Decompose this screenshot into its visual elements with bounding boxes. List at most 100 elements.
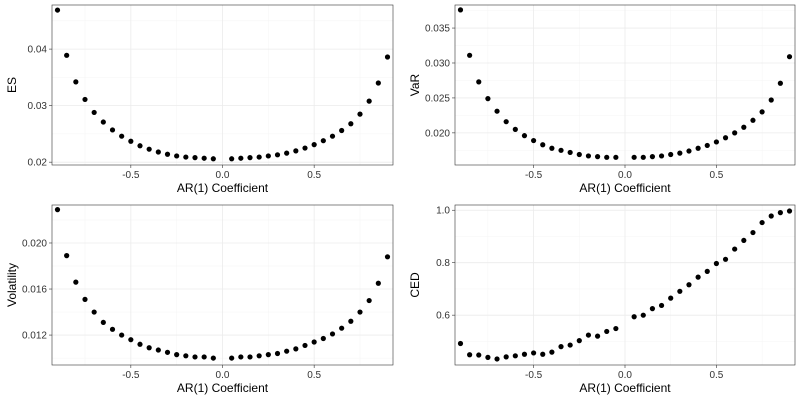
data-point xyxy=(594,333,601,339)
data-point xyxy=(183,154,189,160)
data-point xyxy=(82,296,88,302)
data-point xyxy=(284,348,290,354)
y-tick-label: 0.016 xyxy=(22,285,47,296)
data-point xyxy=(759,109,765,115)
data-point xyxy=(293,346,299,352)
data-point xyxy=(658,302,665,309)
data-point xyxy=(128,337,134,343)
x-axis-title: AR(1) Coefficient xyxy=(579,181,671,195)
chart-panel-ced: -0.5 0.0 0.5 0.6 0.8 1.0 AR(1) Coefficient CED xyxy=(408,204,796,395)
data-point xyxy=(521,351,528,357)
data-point xyxy=(265,153,271,159)
data-point xyxy=(375,80,381,86)
y-tick-label: 0.03 xyxy=(28,101,48,112)
data-point xyxy=(531,350,537,356)
data-point xyxy=(613,325,619,332)
data-point xyxy=(73,279,79,285)
data-point xyxy=(201,155,207,161)
data-point xyxy=(494,356,500,362)
data-point xyxy=(786,54,793,60)
y-tick-label: 0.6 xyxy=(436,311,450,322)
data-point xyxy=(339,127,345,134)
data-point xyxy=(146,345,152,351)
data-point xyxy=(549,349,555,355)
data-point xyxy=(576,338,582,344)
x-axis-title: AR(1) Coefficient xyxy=(177,381,269,395)
data-point xyxy=(229,355,235,361)
data-point xyxy=(704,268,710,274)
x-axis-title: AR(1) Coefficient xyxy=(579,381,671,395)
data-point xyxy=(329,331,336,337)
data-point xyxy=(91,109,97,116)
data-point xyxy=(759,219,765,226)
data-point xyxy=(164,349,171,355)
data-point xyxy=(137,341,143,347)
data-point xyxy=(274,152,281,158)
data-point xyxy=(284,150,290,156)
data-point xyxy=(485,354,491,360)
data-point xyxy=(164,151,171,157)
data-point xyxy=(247,155,253,161)
x-tick-label: 0.0 xyxy=(216,370,230,381)
data-point xyxy=(485,96,491,102)
data-point xyxy=(146,146,152,152)
data-point xyxy=(558,344,564,350)
data-point xyxy=(457,340,464,347)
panel-border xyxy=(51,4,394,166)
y-axis-title: VaR xyxy=(408,73,422,96)
data-point xyxy=(210,156,216,162)
data-point xyxy=(503,354,509,360)
data-point xyxy=(82,96,88,103)
data-point xyxy=(366,297,372,304)
data-point xyxy=(768,97,774,103)
y-tick-label: 0.025 xyxy=(425,93,450,104)
data-point xyxy=(777,210,783,216)
x-tick-label: -0.5 xyxy=(525,370,543,381)
data-point xyxy=(512,353,518,359)
data-point xyxy=(238,155,244,161)
data-point xyxy=(256,154,262,160)
data-point xyxy=(585,153,592,159)
y-axis-title: CED xyxy=(408,272,422,298)
data-point xyxy=(183,353,189,359)
data-point xyxy=(786,208,793,214)
data-point xyxy=(274,350,281,357)
data-point xyxy=(604,328,610,335)
data-point xyxy=(585,332,592,338)
data-point xyxy=(503,119,509,125)
data-point xyxy=(722,135,729,141)
data-point xyxy=(476,79,482,85)
data-point xyxy=(348,318,354,324)
data-point xyxy=(640,154,646,160)
x-tick-label: -0.5 xyxy=(525,170,543,181)
data-point xyxy=(100,319,106,326)
data-point xyxy=(567,149,573,156)
y-tick-label: 0.02 xyxy=(28,158,48,169)
y-tick-label: 0.030 xyxy=(425,58,450,69)
data-point xyxy=(512,126,518,132)
panel-border xyxy=(454,4,796,166)
data-point xyxy=(741,237,747,244)
data-point xyxy=(558,147,564,153)
data-point xyxy=(741,124,747,130)
data-point xyxy=(531,137,537,144)
data-point xyxy=(348,121,354,127)
data-point xyxy=(476,352,482,358)
data-point xyxy=(320,138,326,144)
x-tick-label: 0.5 xyxy=(307,170,321,181)
data-point xyxy=(357,111,363,117)
y-tick-label: 0.020 xyxy=(425,128,450,139)
data-point xyxy=(549,145,555,151)
data-point xyxy=(722,256,729,262)
data-point xyxy=(576,151,582,158)
data-point xyxy=(192,155,198,161)
chart-panel-volatility: -0.5 0.0 0.5 0.012 0.016 0.020 AR(1) Coefficie… xyxy=(5,204,394,395)
data-point xyxy=(302,342,308,349)
x-tick-label: 0.0 xyxy=(216,170,230,181)
panel-border xyxy=(51,204,394,366)
data-point xyxy=(174,153,180,159)
data-point xyxy=(210,355,216,361)
data-point xyxy=(732,130,738,136)
data-point xyxy=(229,156,235,162)
